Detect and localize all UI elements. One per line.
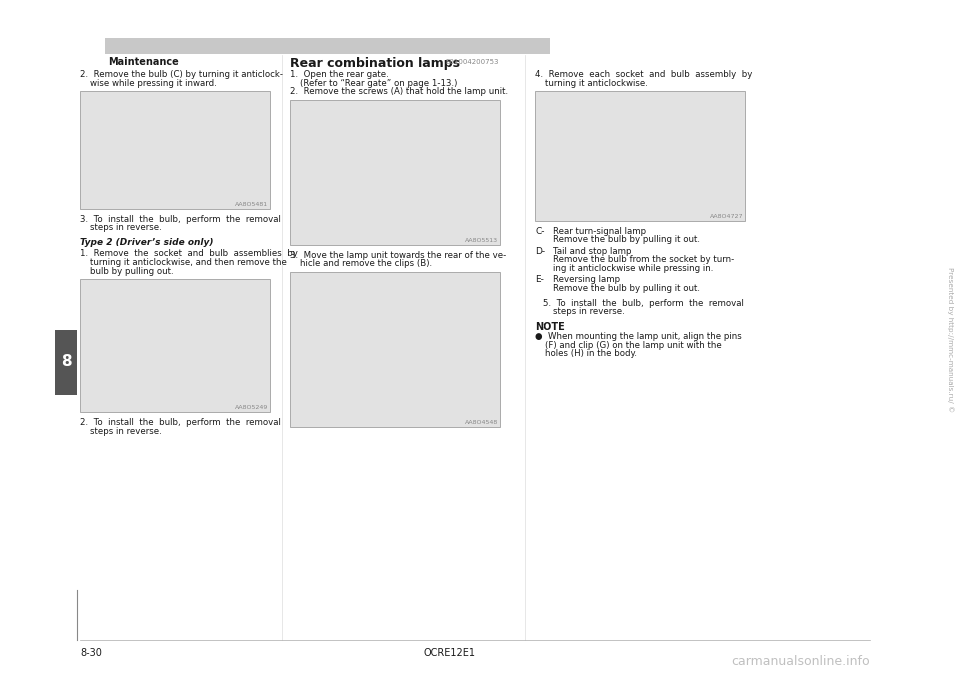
Text: 3.  Move the lamp unit towards the rear of the ve-: 3. Move the lamp unit towards the rear o… xyxy=(290,251,506,259)
Text: 3.  To  install  the  bulb,  perform  the  removal: 3. To install the bulb, perform the remo… xyxy=(80,215,281,224)
Text: E01004200753: E01004200753 xyxy=(445,59,498,65)
Text: 2.  Remove the bulb (C) by turning it anticlock-: 2. Remove the bulb (C) by turning it ant… xyxy=(80,70,283,79)
Text: Remove the bulb by pulling it out.: Remove the bulb by pulling it out. xyxy=(553,236,700,244)
Text: Maintenance: Maintenance xyxy=(108,57,179,67)
Bar xyxy=(80,91,270,209)
Text: Tail and stop lamp: Tail and stop lamp xyxy=(553,247,632,256)
Bar xyxy=(535,91,745,221)
Text: ●  When mounting the lamp unit, align the pins: ● When mounting the lamp unit, align the… xyxy=(535,332,742,341)
Text: 5.  To  install  the  bulb,  perform  the  removal: 5. To install the bulb, perform the remo… xyxy=(543,299,744,308)
Text: (F) and clip (G) on the lamp unit with the: (F) and clip (G) on the lamp unit with t… xyxy=(545,340,722,350)
Text: 8: 8 xyxy=(60,354,71,369)
Bar xyxy=(290,100,500,244)
Text: AA8O4548: AA8O4548 xyxy=(465,420,498,424)
Text: Remove the bulb from the socket by turn-: Remove the bulb from the socket by turn- xyxy=(553,255,734,265)
Text: bulb by pulling out.: bulb by pulling out. xyxy=(90,266,174,276)
Bar xyxy=(80,279,270,412)
Text: 1.  Remove  the  socket  and  bulb  assemblies  by: 1. Remove the socket and bulb assemblies… xyxy=(80,249,298,259)
Text: Remove the bulb by pulling it out.: Remove the bulb by pulling it out. xyxy=(553,284,700,293)
Text: AA8O5249: AA8O5249 xyxy=(234,405,268,410)
Text: Rear combination lamps: Rear combination lamps xyxy=(290,57,460,70)
Text: carmanualsonline.info: carmanualsonline.info xyxy=(732,655,870,668)
Text: C-: C- xyxy=(535,227,544,236)
Text: Type 2 (Driver’s side only): Type 2 (Driver’s side only) xyxy=(80,238,213,247)
Text: NOTE: NOTE xyxy=(535,321,564,331)
Text: E-: E- xyxy=(535,276,544,285)
Text: wise while pressing it inward.: wise while pressing it inward. xyxy=(90,79,217,88)
Text: 1.  Open the rear gate.: 1. Open the rear gate. xyxy=(290,70,389,79)
Text: Rear turn-signal lamp: Rear turn-signal lamp xyxy=(553,227,646,236)
Bar xyxy=(55,330,77,395)
Text: 4.  Remove  each  socket  and  bulb  assembly  by: 4. Remove each socket and bulb assembly … xyxy=(535,70,753,79)
Text: D-: D- xyxy=(535,247,545,256)
Text: steps in reverse.: steps in reverse. xyxy=(90,223,161,232)
Text: turning it anticlockwise, and then remove the: turning it anticlockwise, and then remov… xyxy=(90,258,287,267)
Text: (Refer to “Rear gate” on page 1-13.): (Refer to “Rear gate” on page 1-13.) xyxy=(300,79,457,88)
Bar xyxy=(290,272,500,426)
Text: steps in reverse.: steps in reverse. xyxy=(553,307,625,316)
Text: 2.  To  install  the  bulb,  perform  the  removal: 2. To install the bulb, perform the remo… xyxy=(80,418,281,427)
Text: Reversing lamp: Reversing lamp xyxy=(553,276,620,285)
Text: ing it anticlockwise while pressing in.: ing it anticlockwise while pressing in. xyxy=(553,264,713,273)
Text: AA8O4727: AA8O4727 xyxy=(709,214,743,219)
Text: Presented by http://mmc-manuals.ru/ ©: Presented by http://mmc-manuals.ru/ © xyxy=(947,268,953,413)
Text: 8-30: 8-30 xyxy=(80,648,102,658)
Text: holes (H) in the body.: holes (H) in the body. xyxy=(545,349,637,358)
Text: hicle and remove the clips (B).: hicle and remove the clips (B). xyxy=(300,259,432,268)
Text: OCRE12E1: OCRE12E1 xyxy=(424,648,476,658)
Text: steps in reverse.: steps in reverse. xyxy=(90,426,161,435)
Text: turning it anticlockwise.: turning it anticlockwise. xyxy=(545,79,648,88)
Text: AA8O5513: AA8O5513 xyxy=(465,238,498,242)
Text: AA8O5481: AA8O5481 xyxy=(235,202,268,207)
Text: 2.  Remove the screws (A) that hold the lamp unit.: 2. Remove the screws (A) that hold the l… xyxy=(290,87,508,96)
Bar xyxy=(105,38,550,54)
